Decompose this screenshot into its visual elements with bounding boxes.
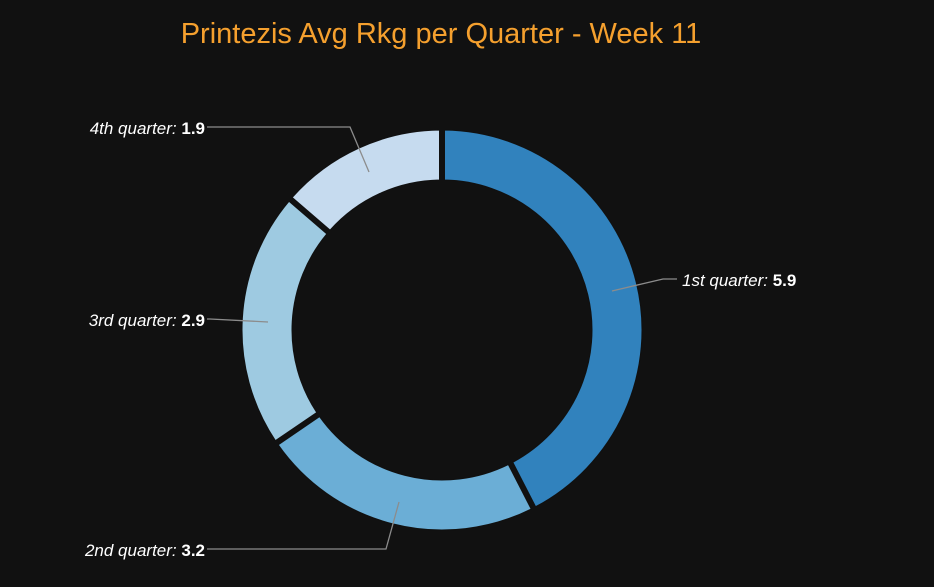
slice-2 — [277, 416, 532, 531]
connector-line-2 — [207, 501, 400, 550]
slice-label-name: 2nd quarter: — [84, 541, 181, 560]
slice-1 — [444, 129, 643, 508]
slice-label-value: 3.2 — [181, 541, 205, 560]
slice-label-value: 1.9 — [181, 119, 205, 138]
slice-label-name: 1st quarter: — [682, 271, 773, 290]
connector-line-3 — [207, 318, 269, 323]
slice-label-name: 4th quarter: — [90, 119, 182, 138]
slice-label-name: 3rd quarter: — [89, 311, 182, 330]
slice-label-value: 2.9 — [181, 311, 205, 330]
connector-line-1 — [611, 278, 677, 292]
slice-label-3: 3rd quarter: 2.9 — [89, 311, 205, 330]
chart-title: Printezis Avg Rkg per Quarter - Week 11 — [181, 18, 702, 50]
donut-slices — [241, 129, 643, 531]
slice-3 — [241, 200, 328, 442]
slice-label-1: 1st quarter: 5.9 — [682, 271, 796, 290]
slice-label-2: 2nd quarter: 3.2 — [84, 541, 205, 560]
slice-4 — [291, 129, 440, 231]
connector-line-4 — [207, 126, 370, 173]
slice-labels: 1st quarter: 5.9 2nd quarter: 3.2 3rd quar… — [84, 119, 796, 560]
slice-label-4: 4th quarter: 1.9 — [90, 119, 205, 138]
slice-label-value: 5.9 — [773, 271, 797, 290]
